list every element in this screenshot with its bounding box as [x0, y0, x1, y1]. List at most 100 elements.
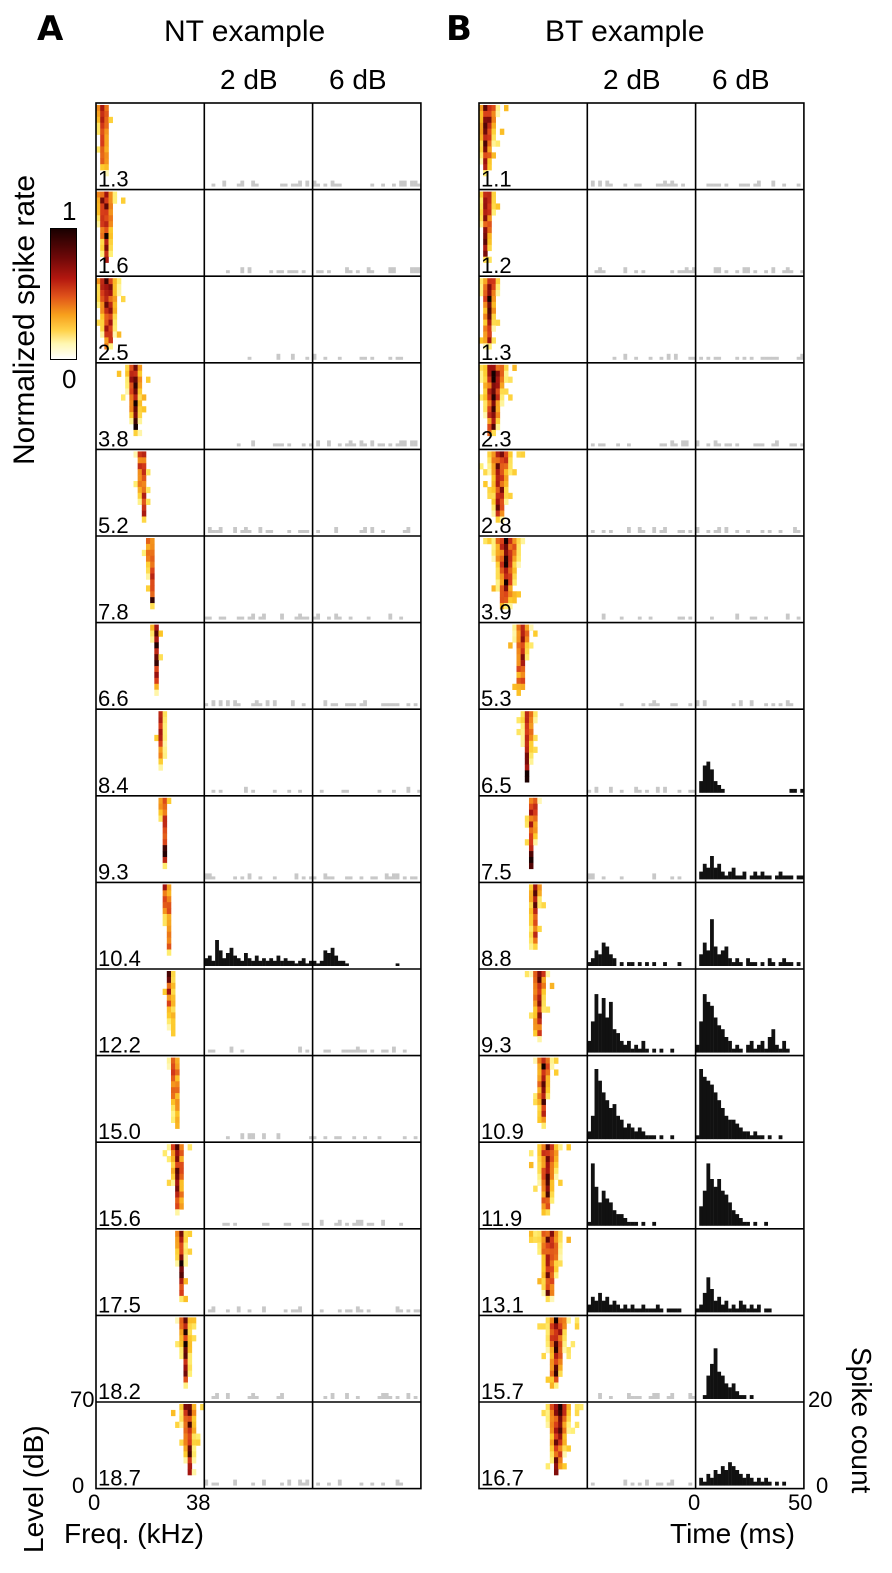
heat-cell	[533, 913, 538, 921]
hist-bar	[287, 530, 292, 533]
heat-cell	[137, 486, 143, 494]
hist-bar	[590, 443, 595, 447]
heat-cell	[191, 1439, 197, 1446]
hist-bar	[760, 530, 765, 533]
hist-bar	[330, 703, 335, 707]
heat-cell	[483, 140, 488, 147]
heat-cell	[175, 1150, 180, 1157]
heat-cell	[145, 549, 151, 557]
heat-cell	[187, 1415, 193, 1423]
heat-cell	[537, 1099, 542, 1106]
heat-cell	[166, 1012, 172, 1019]
hist-bar	[710, 183, 714, 187]
hist-bar	[627, 1221, 631, 1226]
heat-cell	[129, 388, 134, 395]
hist-bar	[652, 1135, 657, 1140]
heat-cell	[183, 1370, 188, 1377]
heat-cell	[487, 197, 492, 204]
heat-cell	[541, 1144, 546, 1151]
hist-bar	[402, 180, 407, 187]
hist-bar	[652, 873, 657, 880]
heat-cell	[175, 1260, 180, 1267]
hist-bar	[717, 1296, 722, 1313]
hist-bar	[366, 1222, 371, 1226]
hist-a-2db-row2	[247, 353, 310, 360]
heat-cell	[537, 1093, 542, 1100]
hist-bar	[645, 1479, 649, 1486]
heat-cell	[133, 412, 138, 419]
hist-bar	[590, 873, 595, 880]
heat-cell	[170, 1081, 176, 1088]
heat-cell	[112, 284, 118, 291]
heat-cell	[549, 1185, 555, 1192]
hist-bar	[645, 1308, 649, 1313]
heat-cell	[553, 1069, 559, 1076]
hist-bar	[247, 1133, 252, 1140]
heat-cell	[179, 1185, 184, 1192]
heat-cell	[574, 1317, 580, 1324]
hist-bar	[738, 700, 743, 707]
heat-cell	[166, 1057, 172, 1064]
freq-max-tick: 38	[186, 1490, 211, 1515]
hist-bar	[334, 1222, 339, 1226]
hist-bar	[735, 1470, 740, 1486]
heat-cell	[537, 994, 542, 1001]
hist-bar	[240, 1049, 245, 1053]
hist-bar	[327, 616, 331, 620]
hist-bar	[637, 183, 642, 187]
hist-bar	[225, 1136, 230, 1140]
hist-bar	[327, 1049, 331, 1053]
heat-cell	[112, 301, 118, 309]
heat-cell	[553, 1150, 559, 1157]
hist-a-2db-row12	[222, 1222, 310, 1226]
row-label-a-15: 18.7	[98, 1466, 141, 1491]
heat-cell	[495, 543, 501, 551]
time-axis-title: Time (ms)	[670, 1518, 795, 1549]
heat-cell	[195, 1439, 201, 1446]
heat-cell	[96, 128, 101, 135]
heat-cell	[183, 1427, 188, 1434]
heat-cell	[137, 376, 143, 383]
heat-cell	[541, 1057, 546, 1064]
heat-cell	[179, 1230, 184, 1238]
heat-cell	[545, 1156, 551, 1163]
hist-b-2db-row0	[590, 180, 685, 187]
hist-bar	[251, 1393, 256, 1399]
heat-cell	[179, 1173, 184, 1181]
hist-bar	[630, 962, 635, 966]
hist-bar	[283, 958, 288, 966]
hist-bar	[269, 270, 274, 274]
heat-cell	[549, 1317, 555, 1324]
hist-bar	[359, 1219, 364, 1226]
heat-cell	[158, 746, 163, 753]
heat-cell	[491, 457, 496, 464]
hist-bar	[276, 1133, 281, 1140]
heat-cell	[104, 203, 109, 210]
heat-cell	[162, 839, 168, 846]
hist-bar	[381, 1482, 385, 1486]
heat-cell	[187, 1427, 193, 1434]
row-label-a-7: 8.4	[98, 773, 129, 798]
hist-bar	[695, 1044, 700, 1053]
heat-cell	[487, 429, 492, 437]
heat-cell	[533, 937, 538, 944]
hist-bar	[211, 1482, 216, 1486]
hist-b-2db-row1	[594, 267, 696, 274]
heat-cell	[483, 244, 488, 252]
hist-a-2db-row3	[236, 440, 313, 447]
hist-bar	[251, 180, 256, 187]
heat-cell	[558, 1427, 563, 1434]
heat-cell	[170, 988, 176, 995]
hist-bar	[749, 1395, 754, 1399]
hist-bar	[265, 530, 270, 533]
heatmap-row-b-1	[479, 191, 501, 263]
hist-bar	[345, 703, 349, 707]
hist-bar	[323, 356, 328, 360]
hist-bar	[619, 1119, 624, 1140]
heatmap-row-b-6	[508, 624, 538, 696]
heat-cell	[108, 209, 113, 216]
heat-cell	[100, 221, 105, 228]
hist-bar	[207, 955, 212, 966]
heat-cell	[162, 908, 168, 915]
hist-bar	[778, 871, 783, 880]
